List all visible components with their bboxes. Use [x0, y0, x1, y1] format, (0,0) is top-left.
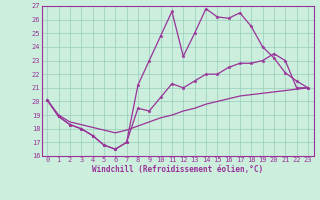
X-axis label: Windchill (Refroidissement éolien,°C): Windchill (Refroidissement éolien,°C) — [92, 165, 263, 174]
